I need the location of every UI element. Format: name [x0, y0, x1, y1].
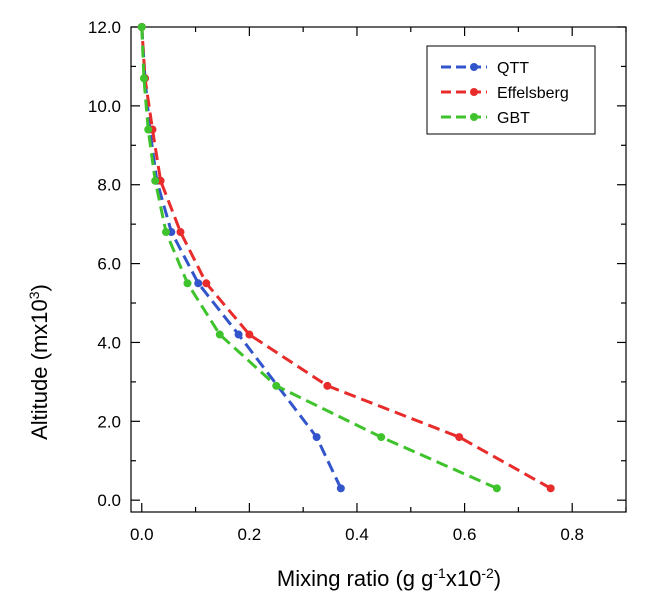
- legend-label: Effelsberg: [497, 85, 569, 102]
- legend-label: QTT: [497, 60, 529, 77]
- legend-swatch-marker: [470, 88, 478, 96]
- data-point: [183, 279, 192, 288]
- data-point: [546, 484, 555, 493]
- series-gbt: [137, 23, 501, 493]
- y-tick-label: 4.0: [97, 333, 121, 352]
- x-tick-label: 0.4: [345, 525, 369, 544]
- data-point: [202, 279, 211, 288]
- data-point: [492, 484, 501, 493]
- legend: QTT Effelsberg GBT: [426, 45, 596, 135]
- y-axis: 0.0 2.0 4.0 6.0 8.0 10.0 12.0: [88, 18, 626, 510]
- data-point: [151, 176, 160, 185]
- x-tick-label: 0.2: [238, 525, 262, 544]
- series-line: [140, 26, 552, 490]
- y-axis-label: Altitude (mx103): [26, 284, 52, 440]
- plot-border: [130, 26, 627, 513]
- y-tick-label: 8.0: [97, 176, 121, 195]
- data-point: [312, 433, 321, 442]
- x-tick-label: 0.0: [130, 525, 154, 544]
- data-point: [176, 228, 185, 237]
- series-line: [140, 26, 498, 490]
- data-point: [137, 23, 146, 31]
- data-point: [323, 381, 332, 390]
- data-point: [455, 433, 464, 442]
- data-point: [144, 125, 153, 134]
- data-point: [272, 381, 281, 390]
- legend-swatch-marker: [470, 113, 478, 121]
- x-axis-label: Mixing ratio (g g-1x10-2): [277, 565, 501, 591]
- data-point: [194, 279, 203, 288]
- series-line: [140, 26, 343, 489]
- y-tick-label: 0.0: [97, 491, 121, 510]
- data-point: [377, 433, 386, 442]
- x-tick-label: 0.8: [560, 525, 584, 544]
- legend-swatch-marker: [470, 63, 478, 71]
- x-tick-label: 0.6: [453, 525, 477, 544]
- data-point: [245, 330, 254, 339]
- data-point: [336, 484, 345, 493]
- y-tick-label: 10.0: [88, 97, 121, 116]
- y-tick-label: 12.0: [88, 18, 121, 37]
- legend-label: GBT: [497, 110, 530, 127]
- y-tick-label: 2.0: [97, 412, 121, 431]
- series-layer: [137, 23, 555, 493]
- series-qtt: [137, 23, 345, 493]
- x-axis: 0.0 0.2 0.4 0.6 0.8: [130, 27, 627, 544]
- data-point: [234, 330, 243, 339]
- data-point: [139, 74, 148, 83]
- y-tick-label: 6.0: [97, 255, 121, 274]
- data-point: [161, 228, 170, 237]
- plot-frame: [130, 26, 627, 513]
- legend-box: [426, 45, 596, 135]
- data-point: [215, 330, 224, 339]
